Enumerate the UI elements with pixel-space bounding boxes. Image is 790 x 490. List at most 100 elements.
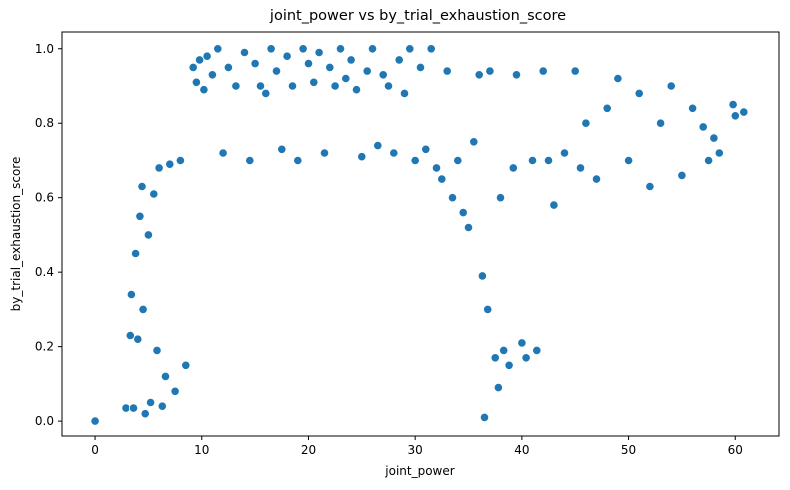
data-point [591, 174, 602, 184]
y-axis-label: by_trial_exhaustion_score [9, 157, 23, 312]
data-point [250, 58, 260, 69]
data-point [447, 193, 458, 203]
data-point [399, 88, 410, 99]
data-point [160, 371, 171, 381]
data-point [125, 330, 135, 341]
data-point [341, 73, 351, 84]
data-point [175, 155, 185, 166]
data-point [521, 353, 531, 363]
data-point [645, 181, 655, 192]
data-point [223, 62, 233, 73]
data-point [613, 73, 623, 84]
data-point [239, 47, 250, 58]
data-point [170, 386, 180, 396]
y-tick-label: 0.4 [35, 265, 54, 279]
data-point [634, 88, 644, 99]
x-tick-label: 50 [621, 443, 636, 457]
x-axis-label: joint_power [384, 464, 454, 478]
data-point [261, 88, 271, 99]
data-point [165, 159, 175, 169]
data-point [133, 334, 143, 344]
data-point [538, 66, 548, 76]
data-point [231, 81, 241, 91]
data-point [149, 189, 159, 199]
y-tick-label: 0.2 [35, 340, 54, 354]
x-tick-label: 10 [194, 443, 209, 457]
data-point [389, 148, 399, 158]
data-point [479, 412, 490, 422]
data-point [517, 338, 527, 348]
data-point [714, 148, 724, 158]
data-point [146, 397, 156, 408]
data-point [213, 44, 223, 54]
data-point [739, 107, 749, 117]
data-point [463, 222, 474, 233]
plot-frame [61, 31, 780, 437]
data-point [277, 144, 287, 154]
y-tick-label: 0.0 [35, 414, 54, 428]
data-point [458, 208, 468, 218]
data-point [543, 155, 554, 166]
data-point [602, 103, 612, 113]
x-tick-label: 20 [301, 443, 316, 457]
data-point [474, 70, 484, 80]
data-point [485, 66, 495, 76]
data-point [137, 181, 147, 192]
data-point [405, 44, 415, 54]
data-point [202, 51, 212, 61]
data-point [266, 44, 276, 54]
data-point [303, 58, 314, 69]
x-tick-label: 40 [514, 443, 529, 457]
data-point [499, 345, 509, 355]
data-point [218, 148, 228, 158]
data-point [532, 345, 542, 355]
data-point [271, 66, 282, 76]
data-point [314, 47, 324, 58]
data-point [195, 55, 205, 65]
data-point [730, 111, 740, 121]
data-point [698, 122, 708, 132]
x-tick-label: 30 [408, 443, 423, 457]
data-point [666, 81, 676, 91]
data-point [378, 70, 388, 80]
data-point [677, 170, 687, 180]
data-point [493, 382, 503, 393]
data-point [431, 163, 442, 173]
y-tick-label: 0.6 [35, 191, 54, 205]
x-tick-label: 0 [91, 443, 99, 457]
data-point [421, 144, 431, 154]
data-point [410, 155, 420, 166]
data-point [298, 44, 308, 54]
data-point [152, 345, 162, 355]
data-point [287, 81, 298, 91]
data-point [373, 141, 383, 151]
data-point [559, 148, 570, 158]
data-point [394, 55, 404, 65]
data-point [335, 44, 346, 54]
data-point [504, 360, 514, 370]
data-point [135, 211, 145, 221]
data-point [245, 155, 255, 166]
data-point [191, 77, 201, 87]
data-point [426, 44, 436, 54]
data-point [325, 62, 335, 73]
data-point [709, 133, 719, 143]
y-tick-label: 0.8 [35, 116, 54, 130]
data-point [362, 66, 372, 76]
data-point [483, 304, 493, 314]
data-point [255, 81, 266, 91]
data-point [623, 155, 634, 166]
data-point [309, 77, 319, 87]
data-point [527, 155, 538, 166]
data-point [207, 70, 217, 80]
data-point [157, 401, 167, 411]
data-point [293, 155, 303, 166]
data-point [126, 289, 136, 300]
data-point [346, 55, 356, 65]
data-point [367, 44, 378, 54]
y-tick-label: 1.0 [35, 42, 54, 56]
data-point [570, 66, 580, 76]
data-point [199, 85, 209, 95]
data-point [495, 193, 506, 203]
